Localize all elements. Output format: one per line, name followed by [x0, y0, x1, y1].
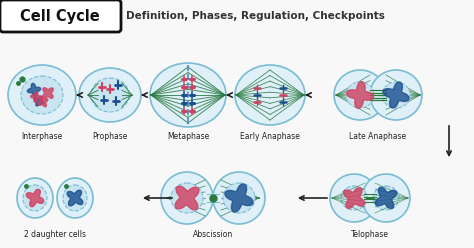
Polygon shape — [375, 187, 397, 209]
Ellipse shape — [91, 78, 129, 112]
Ellipse shape — [8, 65, 76, 125]
Ellipse shape — [382, 82, 410, 108]
Ellipse shape — [79, 68, 141, 122]
Ellipse shape — [23, 185, 47, 211]
Ellipse shape — [161, 172, 213, 224]
Polygon shape — [175, 186, 199, 210]
Ellipse shape — [223, 183, 255, 213]
Ellipse shape — [21, 76, 63, 114]
Ellipse shape — [370, 70, 422, 120]
Polygon shape — [31, 92, 41, 102]
Text: Telophase: Telophase — [351, 230, 389, 239]
Polygon shape — [346, 82, 374, 108]
Text: Cell Cycle: Cell Cycle — [20, 8, 100, 24]
Ellipse shape — [57, 178, 93, 218]
Text: Definition, Phases, Regulation, Checkpoints: Definition, Phases, Regulation, Checkpoi… — [126, 11, 385, 21]
Ellipse shape — [171, 183, 203, 213]
Polygon shape — [27, 83, 41, 97]
Ellipse shape — [213, 172, 265, 224]
Ellipse shape — [235, 65, 305, 125]
Text: Late Anaphase: Late Anaphase — [349, 132, 407, 141]
Text: Abscission: Abscission — [193, 230, 233, 239]
Ellipse shape — [362, 174, 410, 222]
Ellipse shape — [150, 63, 226, 127]
FancyBboxPatch shape — [358, 79, 398, 111]
Text: Early Anaphase: Early Anaphase — [240, 132, 300, 141]
Text: Prophase: Prophase — [92, 132, 128, 141]
Polygon shape — [38, 97, 48, 107]
Polygon shape — [43, 88, 53, 98]
Polygon shape — [26, 189, 44, 207]
FancyBboxPatch shape — [352, 185, 388, 211]
Polygon shape — [225, 184, 253, 212]
Text: 2 daughter cells: 2 daughter cells — [24, 230, 86, 239]
Ellipse shape — [63, 185, 87, 211]
FancyBboxPatch shape — [0, 0, 121, 32]
Polygon shape — [34, 96, 44, 106]
Ellipse shape — [346, 82, 374, 108]
Ellipse shape — [17, 178, 53, 218]
Ellipse shape — [330, 174, 378, 222]
Polygon shape — [67, 190, 83, 206]
Ellipse shape — [341, 186, 367, 210]
Text: Metaphase: Metaphase — [167, 132, 209, 141]
Polygon shape — [383, 82, 409, 108]
Ellipse shape — [334, 70, 386, 120]
Polygon shape — [344, 187, 365, 209]
Ellipse shape — [373, 186, 399, 210]
Text: Interphase: Interphase — [21, 132, 63, 141]
